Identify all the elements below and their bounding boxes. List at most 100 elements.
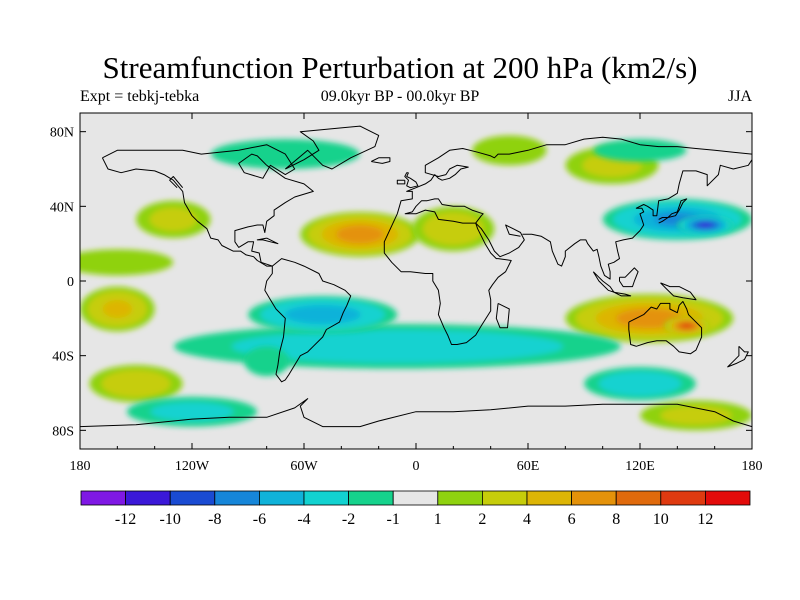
y-tick-label: 40N xyxy=(50,200,74,215)
x-tick-label: 180 xyxy=(70,459,91,474)
contour-feature-19 xyxy=(593,139,687,162)
x-tick-label: 120E xyxy=(625,459,655,474)
contour-band xyxy=(598,371,682,397)
contour-feature-8 xyxy=(640,400,752,431)
contour-band xyxy=(102,300,133,318)
colorbar-label: -12 xyxy=(115,511,136,528)
x-tick-label: 60E xyxy=(517,459,540,474)
colorbar-label: -10 xyxy=(160,511,181,528)
colorbar-swatch xyxy=(660,490,706,506)
coastline xyxy=(284,125,380,170)
colorbar-label: -2 xyxy=(342,511,355,528)
colorbar-label: -8 xyxy=(208,511,221,528)
contour-band xyxy=(150,402,234,422)
contour-feature-11 xyxy=(173,323,621,369)
colorbar-label: 6 xyxy=(568,511,576,528)
coastline xyxy=(102,144,296,179)
contour-feature-16 xyxy=(126,396,258,427)
colorbar-swatch xyxy=(169,490,216,506)
coastline xyxy=(80,398,752,428)
colorbar-swatch xyxy=(80,490,126,506)
contour-feature-7 xyxy=(89,365,183,403)
colorbar-swatch xyxy=(526,490,572,506)
coastline xyxy=(619,267,639,288)
x-axis: 180 120W 60W 0 60E 120E 180 xyxy=(70,113,763,474)
contour-band xyxy=(472,135,547,166)
contour-band xyxy=(231,329,564,363)
coastline xyxy=(660,282,697,301)
contour-feature-13 xyxy=(602,198,752,240)
contour-band xyxy=(698,222,712,228)
colorbar-label: 2 xyxy=(478,511,486,528)
coastline xyxy=(383,213,512,345)
coastline xyxy=(522,159,752,280)
experiment-label: Expt = tebkj-tebka xyxy=(80,88,200,105)
x-tick-label: 180 xyxy=(742,459,763,474)
colorbar-swatch xyxy=(348,490,394,506)
coastline xyxy=(370,157,391,164)
colorbar-swatch xyxy=(481,490,528,506)
contour-feature-1 xyxy=(412,206,495,252)
contour-band xyxy=(336,225,384,244)
contour-band xyxy=(660,405,732,425)
coastline xyxy=(169,176,184,189)
contour-band xyxy=(244,346,289,377)
colorbar-swatch xyxy=(615,490,662,506)
colorbar-swatch xyxy=(705,490,751,506)
coastline xyxy=(475,222,525,258)
contour-feature-14 xyxy=(677,215,734,235)
colorbar-swatch xyxy=(437,490,483,506)
contour-band xyxy=(284,305,361,325)
contour-feature-5 xyxy=(664,316,710,336)
colorbar-label: -4 xyxy=(297,511,310,528)
y-tick-label: 0 xyxy=(67,275,74,290)
coastline xyxy=(613,291,632,297)
coastline xyxy=(396,179,406,185)
colorbar-label: 12 xyxy=(697,511,713,528)
coastline xyxy=(256,237,279,245)
coastline xyxy=(495,302,510,329)
contour-feature-10 xyxy=(472,135,547,166)
colorbar-label: 1 xyxy=(434,511,442,528)
colorbar-swatch xyxy=(392,490,439,506)
y-tick-label: 40S xyxy=(52,350,74,365)
y-tick-label: 80S xyxy=(52,424,74,439)
colorbar-swatch xyxy=(303,490,349,506)
colorbar-swatch xyxy=(125,490,171,506)
colorbar-label: -6 xyxy=(253,511,266,528)
colorbar-label: 8 xyxy=(612,511,620,528)
contour-band xyxy=(681,323,692,328)
map-title: Streamfunction Perturbation at 200 hPa (… xyxy=(102,50,698,85)
colorbar-label: 4 xyxy=(523,511,531,528)
contour-band xyxy=(101,369,171,398)
coastline xyxy=(396,136,752,214)
contour-band xyxy=(593,139,687,162)
coastline xyxy=(658,198,688,224)
x-tick-label: 60W xyxy=(290,459,318,474)
y-axis: 80N 40N 0 40S 80S xyxy=(50,126,752,439)
contour-feature-18 xyxy=(244,346,289,377)
contour-feature-2 xyxy=(136,200,211,238)
coastline xyxy=(727,345,749,368)
contour-feature-15 xyxy=(584,366,696,401)
contour-band xyxy=(80,249,174,276)
contour-field xyxy=(80,135,752,431)
colorbar-swatch xyxy=(214,490,260,506)
x-tick-label: 120W xyxy=(175,459,210,474)
coastline xyxy=(234,164,314,267)
coastline xyxy=(264,258,352,383)
y-tick-label: 80N xyxy=(50,126,74,141)
coastline xyxy=(404,198,484,224)
colorbar-label: 10 xyxy=(653,511,669,528)
contour-feature-0 xyxy=(300,211,420,257)
season-label: JJA xyxy=(727,88,752,105)
coastline xyxy=(404,172,419,189)
colorbar-label: -1 xyxy=(387,511,400,528)
colorbar-swatch xyxy=(571,490,617,506)
contour-feature-3 xyxy=(80,249,174,276)
contour-feature-12 xyxy=(248,295,398,334)
coastline xyxy=(101,157,273,267)
colorbar-swatch xyxy=(258,490,305,506)
coastlines xyxy=(80,125,752,428)
